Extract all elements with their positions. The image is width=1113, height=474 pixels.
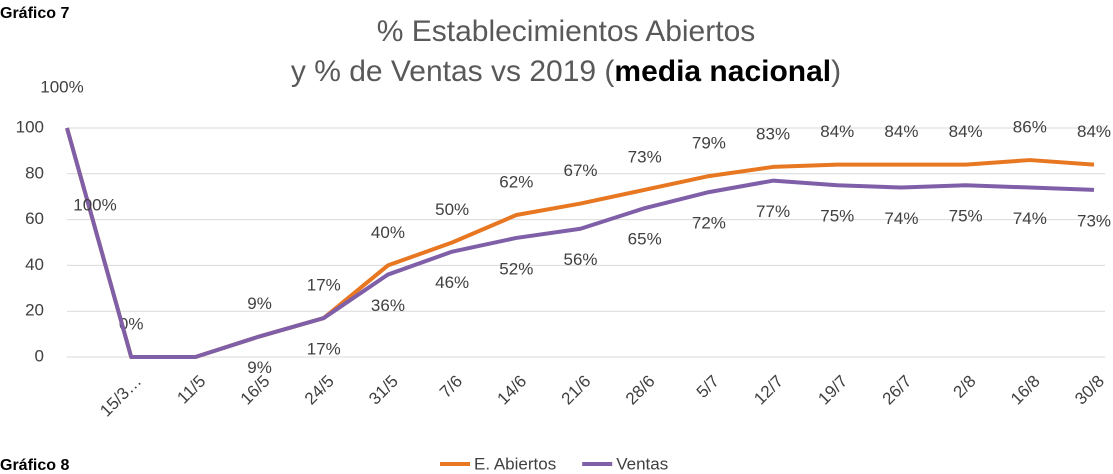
chart-title: % Establecimientos Abiertos <box>377 15 756 48</box>
data-label: 77% <box>756 202 790 221</box>
y-tick-label: 60 <box>25 209 44 228</box>
axis-note: 100% <box>40 77 83 96</box>
data-label: 40% <box>371 223 405 242</box>
x-tick-label: 15/3… <box>96 372 145 421</box>
chart-title: y % de Ventas vs 2019 (media nacional) <box>291 55 841 88</box>
y-tick-label: 0 <box>35 346 44 365</box>
data-label: 67% <box>563 161 597 180</box>
data-label: 86% <box>1013 118 1047 137</box>
data-label: 9% <box>247 294 272 313</box>
data-label: 52% <box>499 259 533 278</box>
data-label: 84% <box>884 122 918 141</box>
data-label: 84% <box>1077 122 1111 141</box>
data-label: 72% <box>692 214 726 233</box>
y-tick-label: 80 <box>25 163 44 182</box>
x-tick-label: 7/6 <box>436 372 466 402</box>
data-label: 9% <box>247 358 272 377</box>
data-label: 75% <box>949 207 983 226</box>
x-tick-label: 14/6 <box>493 372 530 409</box>
x-tick-label: 28/6 <box>622 372 659 409</box>
data-label: 79% <box>692 134 726 153</box>
data-label: 74% <box>1013 209 1047 228</box>
x-tick-label: 5/7 <box>693 372 723 402</box>
x-tick-label: 16/8 <box>1007 372 1044 409</box>
x-tick-label: 30/8 <box>1071 372 1108 409</box>
x-tick-label: 2/8 <box>949 372 979 402</box>
data-label: 62% <box>499 173 533 192</box>
data-label: 84% <box>949 122 983 141</box>
data-label: 50% <box>435 200 469 219</box>
y-tick-label: 40 <box>25 255 44 274</box>
x-tick-label: 11/5 <box>173 372 209 408</box>
legend-label: Ventas <box>616 454 668 473</box>
data-label: 46% <box>435 273 469 292</box>
title-part: y % de Ventas vs 2019 ( <box>291 55 615 88</box>
data-label: 73% <box>1077 211 1111 230</box>
data-label: 75% <box>820 207 854 226</box>
data-label: 100% <box>73 195 116 214</box>
data-label: 74% <box>884 209 918 228</box>
x-tick-label: 12/7 <box>750 372 787 409</box>
data-label: 84% <box>820 122 854 141</box>
x-tick-label: 19/7 <box>814 372 851 409</box>
y-tick-label: 20 <box>25 301 44 320</box>
legend-label: E. Abiertos <box>474 454 556 473</box>
chart-label: Gráfico 8 <box>0 457 69 474</box>
data-label: 56% <box>563 250 597 269</box>
data-label: 36% <box>371 296 405 315</box>
title-part: media nacional <box>614 55 831 88</box>
data-label: 83% <box>756 124 790 143</box>
x-tick-label: 26/7 <box>879 372 916 409</box>
series-line <box>65 127 1095 359</box>
x-tick-label: 24/5 <box>301 372 338 409</box>
chart-label: Gráfico 7 <box>0 5 69 22</box>
x-tick-label: 31/5 <box>365 372 402 409</box>
x-tick-label: 16/5 <box>237 372 274 409</box>
data-label: 17% <box>307 340 341 359</box>
data-label: 73% <box>628 147 662 166</box>
y-tick-label: 100 <box>16 117 44 136</box>
data-label: 65% <box>628 230 662 249</box>
data-label: 17% <box>307 276 341 295</box>
title-part: ) <box>831 55 841 88</box>
x-tick-label: 21/6 <box>558 372 595 409</box>
